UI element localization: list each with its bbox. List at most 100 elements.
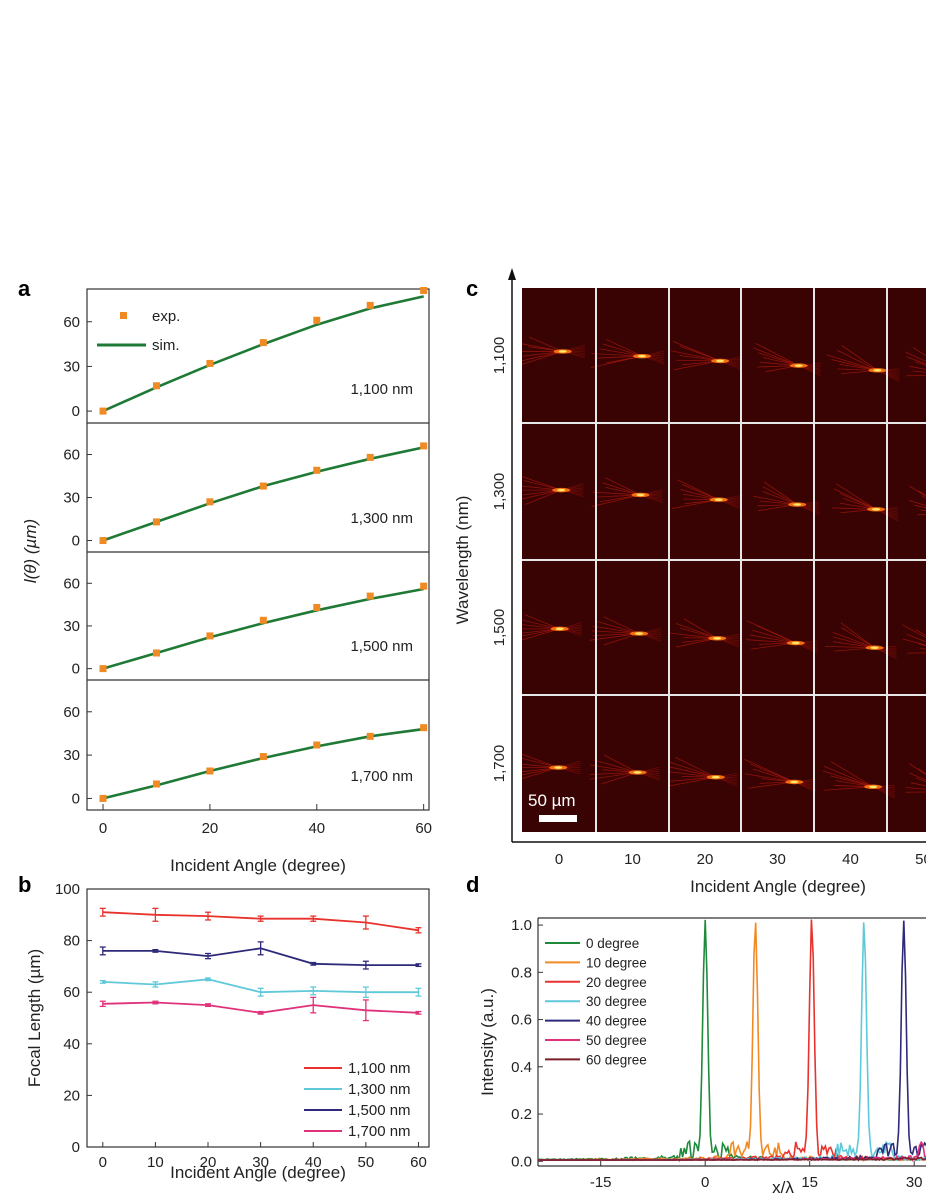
focus-ray [752,768,795,783]
focal-spot [905,763,926,793]
focal-spot [668,618,739,648]
exp-point [366,732,374,740]
panel-b-ylabel: Focal Length (µm) [25,949,44,1087]
focus-core [713,637,722,640]
x-tick-label: 20 [202,820,219,837]
focus-ray [670,350,721,362]
x-tick-label: 60 [410,1154,427,1171]
exp-point [313,603,321,611]
y-tick-label: 30 [63,358,80,375]
exp-point [313,466,321,474]
focus-ray [603,343,643,357]
legend-label: 1,500 nm [348,1102,411,1119]
y-tick-label: 0 [72,403,80,420]
focus-ray [671,499,719,510]
exp-point [366,592,374,600]
panel-a-frame [86,288,430,811]
scale-bar-label: 50 µm [528,791,576,810]
exp-point [152,382,160,390]
focus-ray [758,352,799,367]
focal-spot [905,347,926,377]
row-label: 1,500 [491,609,508,647]
focus-core [633,771,642,774]
focus-core [636,493,645,497]
focal-spot [744,759,817,793]
x-tick-label: 40 [842,851,859,868]
exp-point [259,339,267,347]
focus-ray [591,494,641,507]
exp-point [152,780,160,788]
exp-point [206,767,214,775]
focus-ray [908,763,926,776]
panel-d-xlabel: x/λ [772,1178,794,1197]
focus-ray [522,351,563,365]
focus-ray [669,766,716,778]
panel-a-legend: exp. sim. [97,308,180,354]
focal-spot [753,342,821,376]
focus-ray [679,627,718,639]
focus-ray [831,359,878,371]
focus-ray [912,347,926,357]
panel-a-ylabel: l(θ) (µm) [21,519,40,583]
exp-point [259,616,267,624]
focus-ray [522,628,560,641]
focus-ray [669,761,716,778]
legend-label: 30 degree [586,994,647,1009]
focus-ray [830,761,874,788]
legend-label: 60 degree [586,1052,647,1067]
panel-d-legend: 0 degree 10 degree 20 degree 30 degree 40 de… [545,936,647,1067]
panel-d-chart: 0.0 0.2 0.4 0.6 0.8 1.0 -15 0 15 30 0 degree 10 de… [478,917,926,1197]
focal-spot [670,340,742,371]
focus-core [711,775,720,779]
x-tick-label: 30 [906,1174,923,1191]
x-tick-label: 60 [415,820,432,837]
focus-ray [752,629,796,644]
focal-spot [590,338,665,369]
focus-ray [592,625,640,634]
focus-ray [756,625,796,644]
focus-ray [840,627,875,649]
y-tick-label: 0.2 [511,1106,532,1123]
focus-ray [914,361,926,366]
x-tick-label: 15 [801,1174,818,1191]
exp-point [420,286,428,294]
focus-ray [906,375,926,377]
row-label: 1,700 [491,745,508,783]
focus-ray [589,633,640,641]
panel-c-ylabel: Wavelength (nm) [453,496,472,625]
focus-ray [912,370,926,373]
focus-ray [601,772,638,785]
focus-ray [673,360,721,371]
subplot-label-2: 1,500 nm [350,638,413,655]
focus-ray [522,351,563,362]
focus-ray [842,497,877,510]
focus-ray [603,633,640,646]
x-tick-label: 50 [358,1154,375,1171]
panel-d-ylabel: Intensity (a.u.) [478,988,497,1096]
focus-ray [916,514,926,516]
focal-spot [522,614,583,641]
focal-spot [522,476,584,505]
focus-ray [836,349,878,371]
focus-ray [590,355,643,369]
panel-a-xlabel: Incident Angle (degree) [170,856,346,875]
focus-ray [675,637,718,648]
focus-ray [683,618,718,639]
focus-core [554,766,563,769]
exp-point [366,453,374,461]
focus-ray [522,343,563,352]
focus-ray [836,483,877,510]
y-tick-label: 30 [63,618,80,635]
focus-ray [604,754,638,773]
focus-ray [902,624,926,639]
focus-ray [906,633,926,643]
focus-ray [918,490,926,496]
exp-point [313,741,321,749]
focus-ray [833,636,875,649]
focal-spot [825,622,897,660]
focus-ray [841,345,878,371]
legend-sim-label: sim. [152,337,180,354]
exp-point [420,724,428,732]
focus-ray [753,347,799,366]
exp-point [206,359,214,367]
